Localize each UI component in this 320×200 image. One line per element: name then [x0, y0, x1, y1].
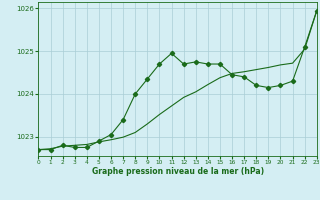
X-axis label: Graphe pression niveau de la mer (hPa): Graphe pression niveau de la mer (hPa)	[92, 167, 264, 176]
